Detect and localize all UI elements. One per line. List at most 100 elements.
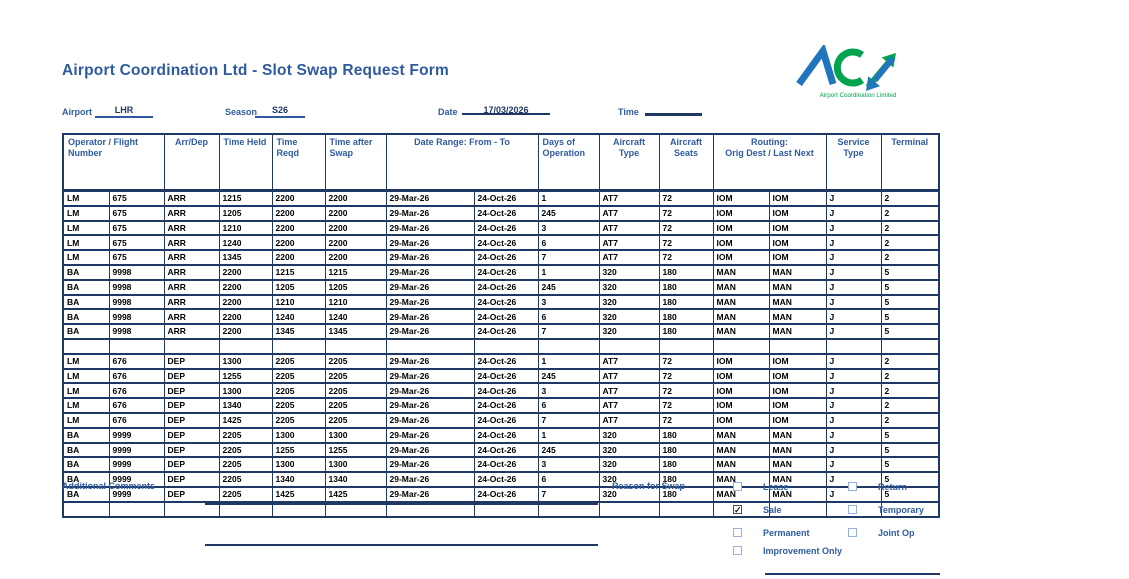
table-row xyxy=(62,337,940,355)
checkbox-return[interactable] xyxy=(848,482,857,491)
table-cell: 180 xyxy=(658,293,714,311)
column-header: Date Range: From - To xyxy=(385,133,539,192)
table-cell: 9998 xyxy=(108,308,165,326)
table-cell: 2 xyxy=(880,367,940,385)
table-cell: 3 xyxy=(537,293,600,311)
table-cell: IOM xyxy=(712,189,770,207)
checkbox-temporary[interactable] xyxy=(848,505,857,514)
checkbox-improvement-only[interactable] xyxy=(733,546,742,555)
table-cell: J xyxy=(825,441,882,459)
table-cell: 2 xyxy=(880,352,940,370)
table-cell: IOM xyxy=(768,189,827,207)
table-cell: 1205 xyxy=(324,278,387,296)
date-field[interactable]: 17/03/2026 xyxy=(483,105,529,115)
table-cell: 1210 xyxy=(218,219,273,237)
table-cell: 24-Oct-26 xyxy=(473,367,539,385)
table-cell: 2200 xyxy=(271,249,326,266)
table-cell: LM xyxy=(62,219,110,237)
column-header: Routing: Orig Dest / Last Next xyxy=(712,133,827,192)
table-cell: 6 xyxy=(537,471,600,488)
table-cell: DEP xyxy=(163,411,220,429)
table-cell: 29-Mar-26 xyxy=(385,234,475,252)
table-row: BA 9999 DEP 2205 1300 1300 29-Mar-26 24-Oct-26 1… xyxy=(62,426,940,444)
table-cell: 5 xyxy=(880,441,940,459)
column-header: Operator / Flight Number xyxy=(62,133,165,192)
table-cell xyxy=(712,337,770,355)
table-cell: 1340 xyxy=(218,397,273,414)
checkbox-joint-op[interactable] xyxy=(848,528,857,537)
airport-field[interactable]: LHR xyxy=(95,105,153,118)
table-row: LM 675 ARR 1345 2200 2200 29-Mar-26 24-Oct-26 7 A… xyxy=(62,249,940,266)
table-cell: 2200 xyxy=(271,219,326,237)
checkbox-sale[interactable]: ✓ xyxy=(733,505,742,515)
table-row: BA 9998 ARR 2200 1345 1345 29-Mar-26 24-Oct-26 7… xyxy=(62,323,940,340)
table-cell: 29-Mar-26 xyxy=(385,411,475,429)
table-cell: 5 xyxy=(880,456,940,474)
table-cell: 1210 xyxy=(271,293,326,311)
table-cell: 2 xyxy=(880,234,940,252)
table-cell: IOM xyxy=(768,204,827,222)
table-cell: J xyxy=(825,323,882,340)
table-cell: 2200 xyxy=(324,249,387,266)
table-cell: 1240 xyxy=(324,308,387,326)
table-cell: 72 xyxy=(658,411,714,429)
table-cell: 2205 xyxy=(324,382,387,400)
table-cell: 2 xyxy=(880,204,940,222)
table-cell: IOM xyxy=(768,397,827,414)
table-cell: J xyxy=(825,397,882,414)
table-cell: 2205 xyxy=(218,485,273,503)
table-cell: DEP xyxy=(163,352,220,370)
column-header: Aircraft Type xyxy=(598,133,660,192)
checkbox-lease[interactable] xyxy=(733,482,742,491)
table-cell: 29-Mar-26 xyxy=(385,249,475,266)
table-row: LM 675 ARR 1205 2200 2200 29-Mar-26 24-Oct-26 24… xyxy=(62,204,940,222)
table-cell: AT7 xyxy=(598,204,660,222)
season-field[interactable]: S26 xyxy=(255,105,305,118)
table-cell: 675 xyxy=(108,189,165,207)
checkbox-permanent[interactable] xyxy=(733,528,742,537)
table-cell: 24-Oct-26 xyxy=(473,456,539,474)
table-cell: 29-Mar-26 xyxy=(385,263,475,281)
table-cell: 24-Oct-26 xyxy=(473,323,539,340)
table-cell: J xyxy=(825,219,882,237)
table-cell: 1425 xyxy=(218,411,273,429)
table-cell: 180 xyxy=(658,471,714,488)
table-cell: DEP xyxy=(163,426,220,444)
column-header: Time Held xyxy=(218,133,273,192)
table-cell: 180 xyxy=(658,263,714,281)
table-cell: 1 xyxy=(537,263,600,281)
airport-label: Airport xyxy=(62,107,92,117)
table-cell: 1300 xyxy=(218,382,273,400)
table-cell xyxy=(825,337,882,355)
table-cell: 245 xyxy=(537,204,600,222)
table-cell: 1345 xyxy=(218,249,273,266)
table-cell: 676 xyxy=(108,382,165,400)
time-field-line[interactable] xyxy=(645,113,702,116)
table-cell: 2200 xyxy=(271,204,326,222)
table-cell: J xyxy=(825,278,882,296)
table-cell: ARR xyxy=(163,219,220,237)
table-cell: ARR xyxy=(163,308,220,326)
table-cell: 5 xyxy=(880,263,940,281)
table-row: LM 676 DEP 1255 2205 2205 29-Mar-26 24-Oct-26 24… xyxy=(62,367,940,385)
table-cell: 1345 xyxy=(324,323,387,340)
table-row: LM 676 DEP 1425 2205 2205 29-Mar-26 24-Oct-26 7 A… xyxy=(62,411,940,429)
table-cell: 7 xyxy=(537,485,600,503)
table-cell: MAN xyxy=(712,293,770,311)
table-cell: 1215 xyxy=(271,263,326,281)
table-cell: 1 xyxy=(537,189,600,207)
table-cell: 3 xyxy=(537,382,600,400)
table-cell: 1425 xyxy=(324,485,387,503)
table-row: BA 9998 ARR 2200 1215 1215 29-Mar-26 24-Oct-26 1… xyxy=(62,263,940,281)
table-cell: 3 xyxy=(537,219,600,237)
bottom-fill-in-line[interactable] xyxy=(765,573,940,575)
table-cell: ARR xyxy=(163,189,220,207)
table-cell: IOM xyxy=(712,397,770,414)
table-row: LM 675 ARR 1210 2200 2200 29-Mar-26 24-Oct-26 3 A… xyxy=(62,219,940,237)
table-cell: 180 xyxy=(658,323,714,340)
comment-line-1[interactable] xyxy=(205,503,598,505)
comment-line-2[interactable] xyxy=(205,544,598,546)
table-cell: MAN xyxy=(712,441,770,459)
table-cell: 6 xyxy=(537,397,600,414)
table-cell: MAN xyxy=(768,308,827,326)
